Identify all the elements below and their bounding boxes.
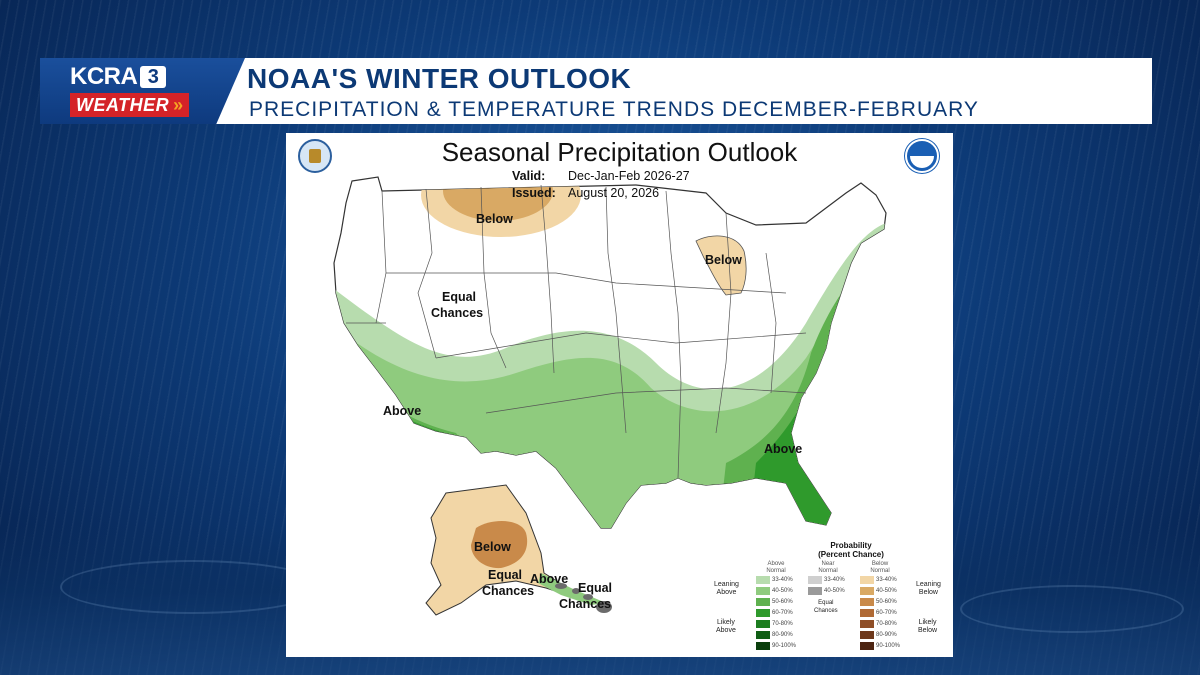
label-equal-hawaii-line2: Chances: [559, 597, 611, 611]
issued-label: Issued:: [512, 186, 556, 200]
weather-logo: WEATHER »: [70, 93, 190, 117]
legend-below-row: 80-90%: [860, 630, 897, 639]
legend-col-near: Near Normal: [818, 561, 838, 574]
call-sign-logo: KCRA 3: [70, 63, 167, 90]
legend-below-range: 40-50%: [876, 587, 897, 594]
header-banner: KCRA 3 WEATHER » NOAA'S WINTER OUTLOOK P…: [40, 58, 1152, 124]
legend-likely-below: Likely Below: [918, 619, 938, 634]
state-lines: [346, 184, 807, 479]
label-above-southeast: Above: [764, 442, 802, 456]
legend-likely-above: Likely Above: [716, 619, 736, 634]
legend-below-row: 60-70%: [860, 608, 897, 617]
legend-below-row: 33-40%: [860, 575, 897, 584]
call-sign: KCRA: [70, 63, 138, 90]
legend-above-swatch: [756, 630, 770, 639]
station-logo: KCRA 3 WEATHER »: [40, 58, 245, 124]
water-ripple: [60, 560, 324, 614]
legend-above-swatch: [756, 597, 770, 606]
legend-above-swatch: [756, 575, 770, 584]
legend-leaning-below: Leaning Below: [916, 581, 941, 596]
label-above-west: Above: [383, 404, 421, 418]
legend-below-swatch: [860, 641, 874, 650]
below-michigan-area: [695, 235, 747, 296]
legend-above-range: 80-90%: [772, 631, 793, 638]
chevron-icon: »: [173, 94, 184, 115]
legend-near-swatch: [808, 575, 822, 584]
label-below-alaska: Below: [474, 540, 511, 554]
label-equal-hawaii-line1: Equal: [578, 581, 612, 595]
label-equal-west-line2: Chances: [431, 306, 483, 320]
legend-above-range: 50-60%: [772, 598, 793, 605]
legend-below-range: 50-60%: [876, 598, 897, 605]
legend-near-swatch: [808, 586, 822, 595]
commerce-seal-icon: [298, 139, 332, 173]
legend-leaning-above: Leaning Above: [714, 581, 739, 596]
legend-below-row: 90-100%: [860, 641, 900, 650]
legend-below-range: 70-80%: [876, 620, 897, 627]
legend-above-range: 90-100%: [772, 642, 797, 649]
legend-below-range: 80-90%: [876, 631, 897, 638]
issued-value: August 20, 2026: [568, 186, 660, 200]
legend-above-range: 33-40%: [772, 576, 793, 583]
legend-below-swatch: [860, 597, 874, 606]
legend-title-line1: Probability: [830, 541, 872, 550]
label-equal-alaska-line1: Equal: [488, 568, 522, 582]
legend-col-below: Below Normal: [870, 561, 890, 574]
legend-above-row: 60-70%: [756, 608, 793, 617]
legend-title-line2: (Percent Chance): [818, 550, 884, 559]
label-equal-alaska-line2: Chances: [482, 584, 534, 598]
legend-below-row: 70-80%: [860, 619, 897, 628]
legend-near-range: 40-50%: [824, 587, 845, 594]
hawaii-islands: [555, 583, 612, 613]
legend-above-swatch: [756, 619, 770, 628]
legend-below-row: 40-50%: [860, 586, 897, 595]
alaska-below-inner-area: [471, 521, 528, 569]
legend-above-row: 40-50%: [756, 586, 793, 595]
legend-below-swatch: [860, 575, 874, 584]
legend-equal-chances: Equal Chances: [814, 600, 838, 614]
legend-above-range: 70-80%: [772, 620, 793, 627]
legend-below-range: 60-70%: [876, 609, 897, 616]
noaa-logo-icon: [905, 139, 939, 173]
legend-below-range: 90-100%: [876, 642, 901, 649]
legend-above-swatch: [756, 641, 770, 650]
legend-below-swatch: [860, 630, 874, 639]
legend-below-swatch: [860, 586, 874, 595]
legend-above-row: 70-80%: [756, 619, 793, 628]
legend-above-swatch: [756, 586, 770, 595]
legend-above-range: 40-50%: [772, 587, 793, 594]
legend-above-swatch: [756, 608, 770, 617]
valid-label: Valid:: [512, 169, 546, 183]
banner-title: NOAA'S WINTER OUTLOOK: [247, 63, 632, 94]
outlook-map: Below Below Equal Chances Above Above Be…: [333, 176, 887, 616]
legend-col-above: Above Normal: [766, 561, 786, 574]
channel-number: 3: [140, 66, 167, 88]
legend-near-row: 33-40%: [808, 575, 845, 584]
legend-above-row: 80-90%: [756, 630, 793, 639]
legend-near-range: 33-40%: [824, 576, 845, 583]
weather-tagline: WEATHER: [76, 94, 170, 115]
legend-title: Probability (Percent Chance): [786, 541, 916, 559]
legend-near-row: 40-50%: [808, 586, 845, 595]
legend-above-row: 90-100%: [756, 641, 796, 650]
legend-above-row: 33-40%: [756, 575, 793, 584]
valid-value: Dec-Jan-Feb 2026-27: [568, 169, 690, 183]
map-title: Seasonal Precipitation Outlook: [441, 137, 798, 167]
legend-below-swatch: [860, 619, 874, 628]
banner-subtitle: PRECIPITATION & TEMPERATURE TRENDS DECEM…: [249, 98, 979, 121]
below-north-inner-area: [443, 177, 553, 221]
legend-below-row: 50-60%: [860, 597, 897, 606]
legend-below-swatch: [860, 608, 874, 617]
label-below-michigan: Below: [705, 253, 742, 267]
outlook-map-panel: Below Below Equal Chances Above Above Be…: [286, 133, 953, 657]
label-below-north: Below: [476, 212, 513, 226]
legend-above-range: 60-70%: [772, 609, 793, 616]
water-ripple: [960, 585, 1184, 633]
label-equal-west-line1: Equal: [442, 290, 476, 304]
label-above-alaska: Above: [530, 572, 568, 586]
legend-above-row: 50-60%: [756, 597, 793, 606]
legend-below-range: 33-40%: [876, 576, 897, 583]
